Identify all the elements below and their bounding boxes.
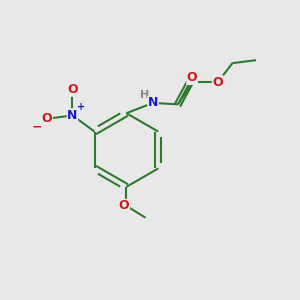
Text: +: + (77, 102, 85, 112)
Text: O: O (119, 200, 129, 212)
Text: O: O (212, 76, 223, 89)
Text: O: O (187, 71, 197, 84)
Text: −: − (32, 120, 42, 133)
Text: O: O (67, 83, 78, 96)
Text: H: H (140, 90, 149, 100)
Text: N: N (148, 96, 158, 110)
Text: O: O (42, 112, 52, 125)
Text: N: N (67, 109, 78, 122)
